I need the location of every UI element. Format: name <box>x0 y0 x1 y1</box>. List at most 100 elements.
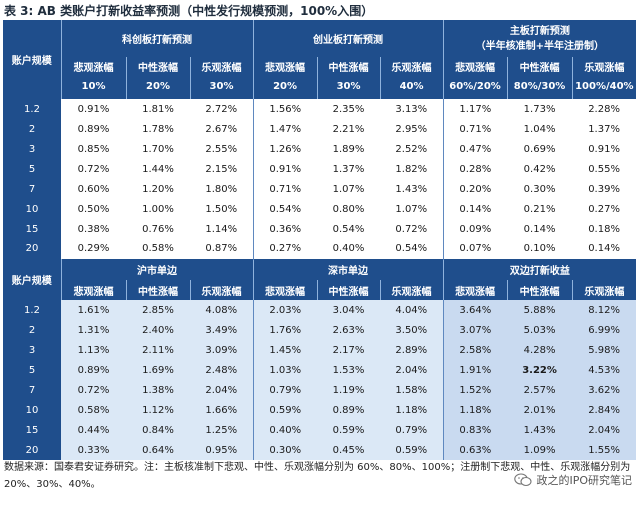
table-cell: 0.69% <box>507 139 573 159</box>
table-cell: 0.59% <box>253 400 318 420</box>
table-row: 1.2 0.91% 1.81% 2.72% 1.56% 2.35% 3.13% 1.17% 1.… <box>3 99 637 119</box>
table-cell: 0.20% <box>443 179 508 199</box>
table-cell: 0.89% <box>317 400 381 420</box>
source-note: 数据来源：国泰君安证券研究。注：主板核准制下悲观、中性、乐观涨幅分别为 60%、… <box>4 462 631 490</box>
main-board-label: 主板打新预测 <box>509 25 570 37</box>
column-header-pct: 40% <box>399 81 424 92</box>
column-header-pct: 100%/40% <box>575 81 634 92</box>
column-header: 乐观涨幅 100%/40% <box>572 57 637 99</box>
table-cell: 2.21% <box>317 119 381 139</box>
table-cell: 1.50% <box>190 199 254 219</box>
column-header-pct: 10% <box>81 81 106 92</box>
group-header-main-board: 主板打新预测 （半年核准制+半年注册制） <box>443 20 637 57</box>
table-cell: 1.76% <box>253 320 318 340</box>
row-label-account-size: 20 <box>3 239 61 259</box>
table-cell: 0.14% <box>443 199 508 219</box>
ipo-return-table: 账户规模 科创板打新预测 创业板打新预测 主板打新预测 （半年核准制+半年注册制… <box>3 20 637 460</box>
column-header-pct: 80%/30% <box>513 81 566 92</box>
table-cell: 1.52% <box>443 380 508 400</box>
table-cell: 0.14% <box>507 219 573 239</box>
table-cell: 0.47% <box>443 139 508 159</box>
table-cell: 1.80% <box>190 179 254 199</box>
table-cell: 0.60% <box>61 179 126 199</box>
column-header-pct: 60%/20% <box>449 81 501 92</box>
column-header: 悲观涨幅 10% <box>61 57 127 99</box>
table-cell: 3.07% <box>443 320 508 340</box>
table-cell: 3.62% <box>572 380 637 400</box>
table-row: 15 0.44% 0.84% 1.25% 0.40% 0.59% 0.79% 0.83% 1.4… <box>3 420 637 440</box>
table-cell: 2.85% <box>126 300 190 320</box>
row-label-account-size: 1.2 <box>3 300 61 320</box>
table-cell: 2.55% <box>190 139 254 159</box>
table-cell: 1.38% <box>126 380 190 400</box>
table-cell: 0.30% <box>253 440 318 460</box>
table-cell: 1.73% <box>507 99 573 119</box>
table-cell: 1.81% <box>126 99 190 119</box>
top-corner-label: 账户规模 <box>3 20 62 99</box>
table-cell: 1.58% <box>380 380 444 400</box>
table-cell: 1.43% <box>507 420 573 440</box>
table-row: 2 0.89% 1.78% 2.67% 1.47% 2.21% 2.95% 0.71% 1.04… <box>3 119 637 139</box>
bottom-corner-label: 账户规模 <box>3 258 62 300</box>
row-label-account-size: 3 <box>3 340 61 360</box>
table-row: 10 0.50% 1.00% 1.50% 0.54% 0.80% 1.07% 0.14% 0.2… <box>3 199 637 219</box>
table-cell: 1.04% <box>507 119 573 139</box>
table-row: 2 1.31% 2.40% 3.49% 1.76% 2.63% 3.50% 3.07% 5.03… <box>3 320 637 340</box>
table-cell: 1.17% <box>443 99 508 119</box>
watermark: 政之的IPO研究笔记 <box>514 472 632 488</box>
table-cell: 0.39% <box>572 179 637 199</box>
table-cell: 3.22% <box>507 360 573 380</box>
column-header: 乐观涨幅 <box>572 280 637 300</box>
table-cell: 1.26% <box>253 139 318 159</box>
row-label-account-size: 15 <box>3 219 61 239</box>
row-label-account-size: 5 <box>3 159 61 179</box>
column-header: 乐观涨幅 <box>380 280 444 300</box>
table-cell: 4.53% <box>572 360 637 380</box>
row-label-account-size: 7 <box>3 179 61 199</box>
column-header: 中性涨幅 80%/30% <box>507 57 573 99</box>
table-cell: 1.03% <box>253 360 318 380</box>
table-cell: 2.40% <box>126 320 190 340</box>
column-header: 悲观涨幅 <box>443 280 508 300</box>
column-header-pct: 20% <box>273 81 297 92</box>
table-cell: 0.27% <box>253 239 318 259</box>
column-header: 悲观涨幅 <box>253 280 318 300</box>
table-cell: 0.55% <box>572 159 637 179</box>
table-row: 5 0.72% 1.44% 2.15% 0.91% 1.37% 1.82% 0.28% 0.42… <box>3 159 637 179</box>
table-row: 20 0.29% 0.58% 0.87% 0.27% 0.40% 0.54% 0.07% 0.1… <box>3 239 637 259</box>
table-cell: 3.04% <box>317 300 381 320</box>
table-cell: 4.04% <box>380 300 444 320</box>
table-cell: 1.44% <box>126 159 190 179</box>
table-cell: 0.85% <box>61 139 126 159</box>
row-label-account-size: 10 <box>3 199 61 219</box>
table-cell: 2.67% <box>190 119 254 139</box>
table-cell: 0.72% <box>380 219 444 239</box>
table-cell: 3.50% <box>380 320 444 340</box>
table-cell: 0.45% <box>317 440 381 460</box>
table-cell: 0.79% <box>380 420 444 440</box>
row-label-account-size: 10 <box>3 400 61 420</box>
table-cell: 0.54% <box>380 239 444 259</box>
table-cell: 0.91% <box>572 139 637 159</box>
table-cell: 1.78% <box>126 119 190 139</box>
column-header: 中性涨幅 30% <box>317 57 381 99</box>
table-cell: 1.89% <box>317 139 381 159</box>
table-cell: 0.91% <box>61 99 126 119</box>
table-cell: 0.33% <box>61 440 126 460</box>
column-header: 悲观涨幅 60%/20% <box>443 57 508 99</box>
row-label-account-size: 20 <box>3 440 61 460</box>
table-cell: 0.80% <box>317 199 381 219</box>
table-row: 7 0.72% 1.38% 2.04% 0.79% 1.19% 1.58% 1.52% 2.57… <box>3 380 637 400</box>
table-row: 3 0.85% 1.70% 2.55% 1.26% 1.89% 2.52% 0.47% 0.69… <box>3 139 637 159</box>
table-row: 15 0.38% 0.76% 1.14% 0.36% 0.54% 0.72% 0.09% 0.1… <box>3 219 637 239</box>
table-cell: 2.28% <box>572 99 637 119</box>
table-cell: 1.13% <box>61 340 126 360</box>
table-cell: 1.53% <box>317 360 381 380</box>
table-row: 7 0.60% 1.20% 1.80% 0.71% 1.07% 1.43% 0.20% 0.30… <box>3 179 637 199</box>
table-cell: 0.40% <box>317 239 381 259</box>
table-cell: 0.64% <box>126 440 190 460</box>
table-cell: 1.20% <box>126 179 190 199</box>
table-cell: 1.69% <box>126 360 190 380</box>
row-label-account-size: 5 <box>3 360 61 380</box>
table-cell: 0.71% <box>443 119 508 139</box>
